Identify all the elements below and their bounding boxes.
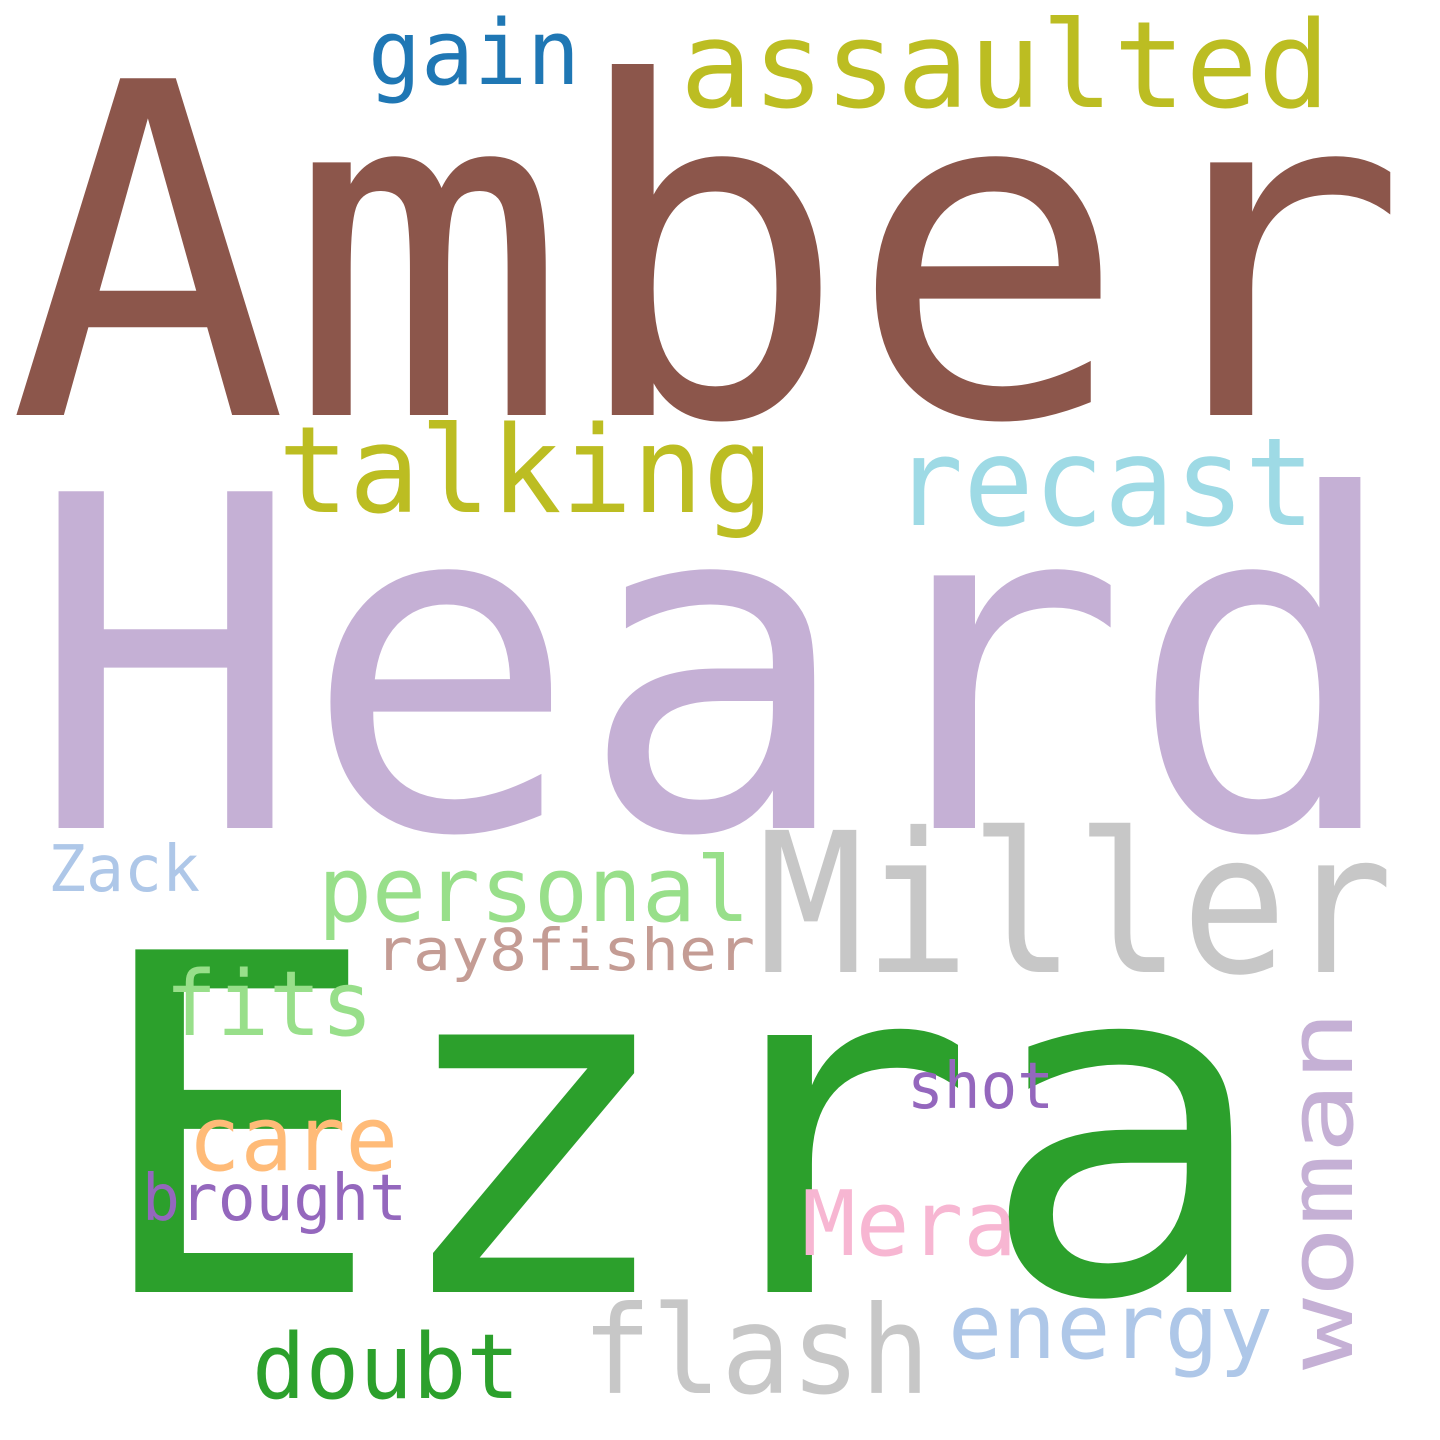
word-mera: Mera: [802, 1172, 1017, 1277]
word-zack: Zack: [48, 833, 200, 907]
word-gain: gain: [368, 1, 580, 106]
word-miller: Miller: [758, 791, 1393, 1018]
word-assaulted: assaulted: [680, 0, 1330, 136]
word-energy: energy: [948, 1275, 1273, 1380]
word-shot: shot: [907, 1050, 1054, 1124]
word-doubt: doubt: [252, 1315, 520, 1420]
word-amber: Amber: [8, 0, 1408, 524]
word-care: care: [188, 1087, 398, 1192]
word-recast: recast: [893, 412, 1315, 554]
word-brought: brought: [142, 1162, 407, 1236]
word-ezra: Ezra: [88, 856, 1273, 1403]
word-personal: personal: [318, 838, 750, 943]
word-woman: woman: [1269, 1010, 1374, 1370]
word-talking: talking: [278, 402, 774, 541]
word-fits: fits: [165, 952, 373, 1057]
word-flash: flash: [582, 1280, 930, 1422]
word-heard: Heard: [28, 399, 1403, 937]
word-ray8fisher: ray8fisher: [375, 916, 755, 984]
